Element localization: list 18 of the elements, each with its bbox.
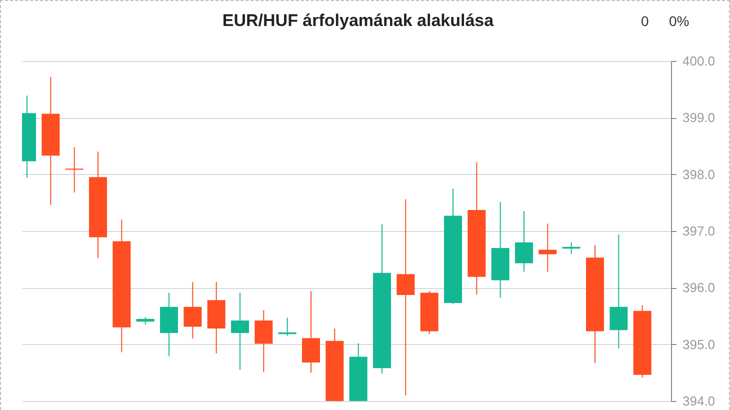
y-tick-label: 399.0 <box>682 110 716 126</box>
y-tick-label: 400.0 <box>682 54 716 68</box>
chart-title: EUR/HUF árfolyamának alakulása <box>222 11 494 30</box>
candlestick <box>515 210 533 272</box>
candlestick <box>610 234 628 349</box>
candlestick <box>254 310 273 373</box>
text: 0 <box>641 13 649 29</box>
y-tick-label: 394.0 <box>682 394 716 408</box>
text: 0% <box>669 13 690 29</box>
candlestick <box>396 198 415 396</box>
candlestick <box>231 292 249 370</box>
y-tick-label: 398.0 <box>682 166 716 182</box>
candlestick <box>65 146 84 193</box>
y-tick-label: 395.0 <box>682 336 716 352</box>
candlestick <box>538 223 557 272</box>
y-tick-label: 397.0 <box>682 224 716 238</box>
candlestick <box>184 282 202 340</box>
y-tick-label: 396.0 <box>682 280 716 296</box>
